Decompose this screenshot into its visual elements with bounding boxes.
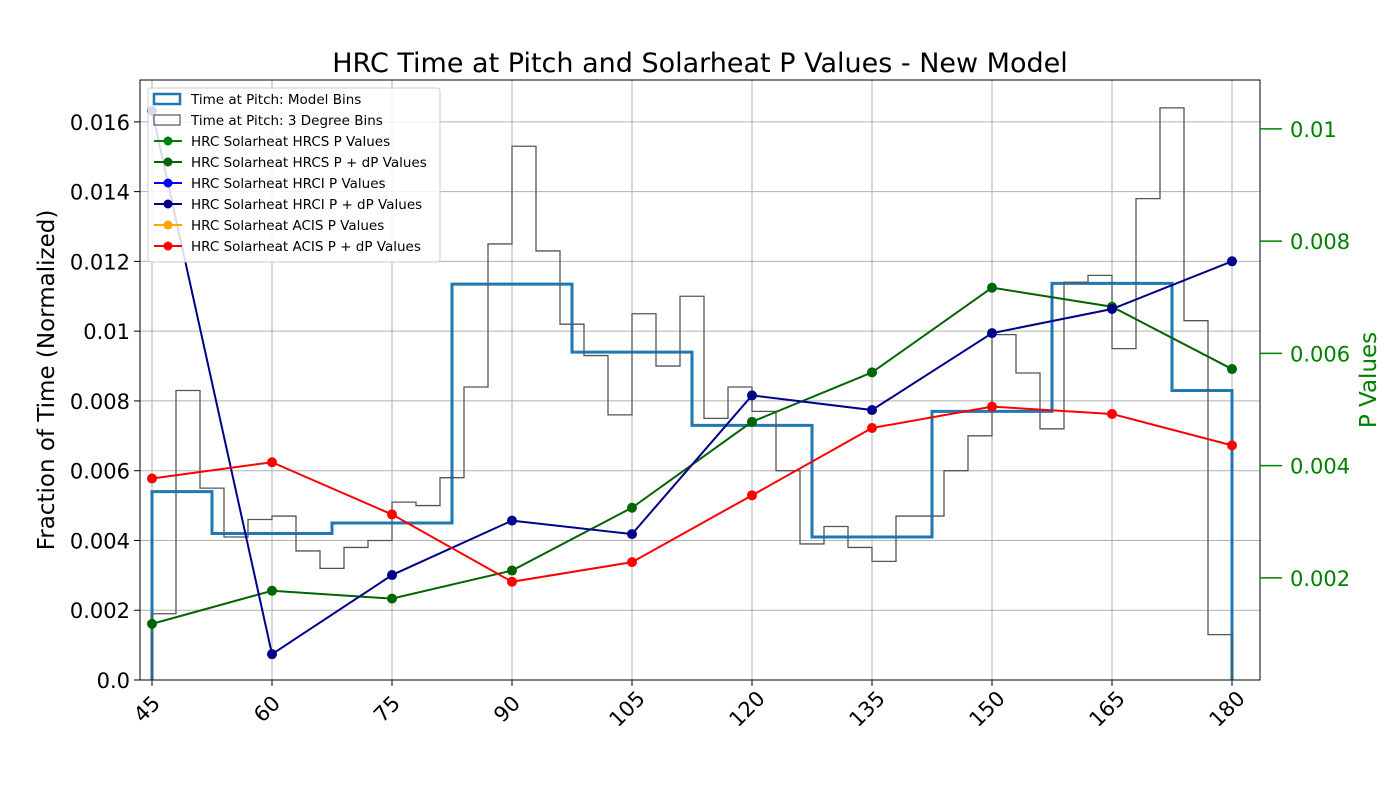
series-point: [1107, 303, 1117, 314]
legend-swatch-marker: [163, 136, 173, 146]
legend-label: HRC Solarheat HRCI P Values: [191, 176, 386, 192]
legend-swatch-marker: [163, 241, 173, 251]
p-value-series: [147, 105, 1237, 660]
series-point: [867, 405, 877, 416]
histograms: [150, 107, 1234, 680]
y-tick-label: 0.006: [70, 460, 130, 484]
y-tick-label: 0.008: [70, 390, 130, 414]
series-point: [747, 390, 757, 401]
y2-tick-label: 0.006: [1290, 342, 1350, 366]
y-tick-label: 0.002: [70, 599, 130, 623]
y-tick-label: 0.016: [70, 111, 130, 135]
series-point: [1107, 408, 1117, 419]
y2-tick-label: 0.002: [1290, 567, 1350, 591]
legend-item: HRC Solarheat ACIS P Values: [154, 218, 384, 234]
legend-item: HRC Solarheat HRCS P + dP Values: [154, 155, 427, 171]
series-point: [627, 529, 637, 540]
series-point: [507, 565, 517, 576]
legend-swatch: [152, 92, 182, 106]
legend-swatch-marker: [163, 157, 173, 167]
histogram-2: [151, 107, 1233, 680]
series-point: [1227, 256, 1237, 267]
series-point: [1227, 440, 1237, 451]
legend-label: HRC Solarheat ACIS P Values: [191, 218, 384, 234]
series-point: [147, 618, 157, 629]
legend-swatch-marker: [163, 199, 173, 209]
y-tick-label: 0.004: [70, 529, 130, 553]
legend-item: Time at Pitch: 3 Degree Bins: [153, 113, 383, 129]
legend-box: [147, 87, 441, 263]
legend-label: HRC Solarheat ACIS P + dP Values: [191, 239, 421, 255]
series-point: [627, 502, 637, 513]
legend-swatch-marker: [163, 220, 173, 230]
series-point: [747, 416, 757, 427]
y2-axis-label: P Values: [1356, 332, 1382, 428]
legend-label: Time at Pitch: 3 Degree Bins: [190, 113, 383, 129]
series-point: [867, 367, 877, 378]
legend-label: HRC Solarheat HRCS P Values: [191, 134, 390, 150]
series-point: [507, 515, 517, 526]
series-4: [147, 105, 1237, 660]
series-point: [267, 585, 277, 596]
series-point: [267, 457, 277, 468]
series-point: [1227, 364, 1237, 375]
legend-swatch: [153, 114, 181, 126]
y2-tick-label: 0.004: [1290, 455, 1350, 479]
y-tick-label: 0.014: [70, 181, 130, 205]
series-point: [747, 490, 757, 501]
legend-swatch-marker: [163, 178, 173, 188]
y2-tick-label: 0.01: [1290, 118, 1337, 142]
series-point: [267, 649, 277, 660]
y-tick-label: 0.0: [97, 669, 130, 693]
series-line: [151, 405, 1233, 583]
series-point: [387, 509, 397, 520]
legend-label: Time at Pitch: Model Bins: [190, 92, 361, 108]
series-point: [987, 401, 997, 412]
legend-item: HRC Solarheat HRCS P Values: [154, 134, 390, 150]
series-point: [987, 282, 997, 293]
series-point: [987, 328, 997, 339]
series-point: [387, 593, 397, 604]
legend: Time at Pitch: Model Bins Time at Pitch: …: [147, 87, 441, 263]
series-point: [507, 576, 517, 587]
series-point: [867, 422, 877, 433]
y-tick-label: 0.012: [70, 250, 130, 274]
series-point: [387, 570, 397, 581]
series-point: [627, 557, 637, 568]
y-axis-label: Fraction of Time (Normalized): [34, 210, 60, 551]
legend-item: Time at Pitch: Model Bins: [152, 92, 361, 108]
y-axis-right: 0.002 0.004 0.006 0.008 0.01: [1259, 80, 1350, 680]
legend-item: HRC Solarheat ACIS P + dP Values: [154, 239, 421, 255]
chart-title: HRC Time at Pitch and Solarheat P Values…: [332, 48, 1068, 79]
series-point: [147, 473, 157, 484]
y-axis-left: 0.0 0.002 0.004 0.006 0.008 0.01 0.012 0.014 0.0…: [70, 111, 140, 693]
series-6: [147, 401, 1237, 587]
legend-label: HRC Solarheat HRCS P + dP Values: [191, 155, 427, 171]
legend-label: HRC Solarheat HRCI P + dP Values: [191, 197, 422, 213]
y2-tick-label: 0.008: [1290, 230, 1350, 254]
legend-item: HRC Solarheat HRCI P + dP Values: [154, 197, 422, 213]
series-line: [151, 110, 1233, 656]
y-tick-label: 0.01: [83, 320, 130, 344]
legend-item: HRC Solarheat HRCI P Values: [154, 176, 386, 192]
